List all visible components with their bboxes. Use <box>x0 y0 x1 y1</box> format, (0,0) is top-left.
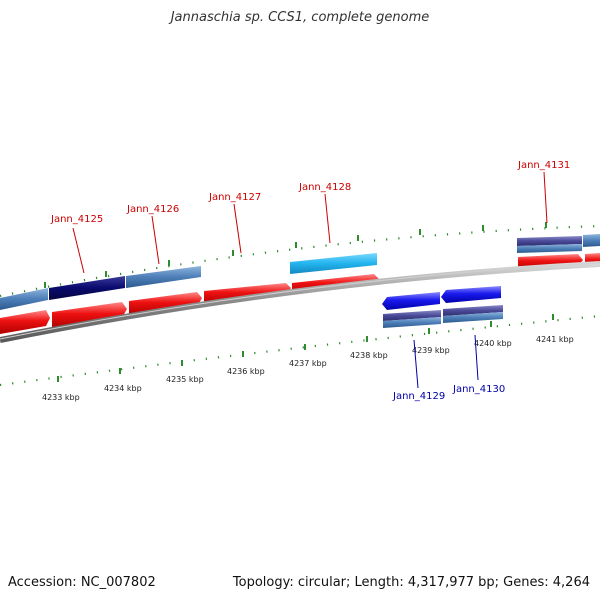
kbp-label: 4240 kbp <box>474 339 512 348</box>
gene-leader-line <box>72 227 85 274</box>
cds-arrow-reverse <box>441 286 501 303</box>
gene-label[interactable]: Jann_4125 <box>50 214 103 225</box>
kbp-label: 4241 kbp <box>536 335 574 344</box>
gene-leader-line <box>151 215 160 265</box>
feature-bar <box>443 305 503 316</box>
genome-backbone-highlight <box>0 262 600 340</box>
feature-bar <box>290 253 377 274</box>
kbp-labels: 4233 kbp 4234 kbp 4235 kbp 4236 kbp 4237… <box>42 335 574 402</box>
kbp-label: 4237 kbp <box>289 359 327 368</box>
bottom-major-ticks <box>57 314 554 382</box>
gene-leader-line <box>324 193 331 244</box>
gene-label[interactable]: Jann_4130 <box>452 384 505 395</box>
gene-leader-line <box>543 171 548 224</box>
kbp-label: 4238 kbp <box>350 351 388 360</box>
top-gene-labels: Jann_4125 Jann_4126 Jann_4127 Jann_4128 … <box>50 160 570 274</box>
feature-bar <box>0 288 48 310</box>
feature-bar <box>383 317 441 328</box>
bottom-tick-track <box>0 314 600 387</box>
cds-arrow <box>129 292 202 315</box>
feature-bar <box>517 244 582 253</box>
kbp-label: 4236 kbp <box>227 367 265 376</box>
gene-label[interactable]: Jann_4126 <box>126 204 179 215</box>
feature-bar <box>517 236 582 246</box>
kbp-label: 4239 kbp <box>412 346 450 355</box>
bottom-cds-track <box>382 286 501 310</box>
feature-bar <box>383 310 441 321</box>
bottom-gene-labels: Jann_4129 Jann_4130 <box>392 334 505 402</box>
bottom-feature-track <box>383 305 503 328</box>
gene-label[interactable]: Jann_4131 <box>517 160 570 171</box>
genome-backbone <box>0 261 600 343</box>
top-major-ticks <box>44 222 547 288</box>
top-tick-track <box>0 224 600 298</box>
gene-leader-line <box>233 203 242 254</box>
gene-label[interactable]: Jann_4128 <box>298 182 351 193</box>
cds-arrow <box>0 310 50 334</box>
gene-label[interactable]: Jann_4129 <box>392 391 445 402</box>
kbp-label: 4233 kbp <box>42 393 80 402</box>
kbp-label: 4235 kbp <box>166 375 204 384</box>
feature-bar <box>443 312 503 323</box>
cds-arrow-reverse <box>382 292 440 310</box>
feature-bar <box>126 266 201 288</box>
top-feature-track <box>0 234 600 310</box>
gene-label[interactable]: Jann_4127 <box>208 192 261 203</box>
cds-arrow <box>52 302 127 328</box>
map-title: Jannaschia sp. CCS1, complete genome <box>170 10 430 25</box>
feature-bar <box>583 234 600 247</box>
kbp-label: 4234 kbp <box>104 384 142 393</box>
accession-text: Accession: NC_007802 <box>8 575 156 590</box>
feature-bar <box>49 276 125 300</box>
gene-leader-line <box>413 339 419 389</box>
genome-summary-text: Topology: circular; Length: 4,317,977 bp… <box>232 575 590 590</box>
gene-leader-line <box>474 334 479 381</box>
